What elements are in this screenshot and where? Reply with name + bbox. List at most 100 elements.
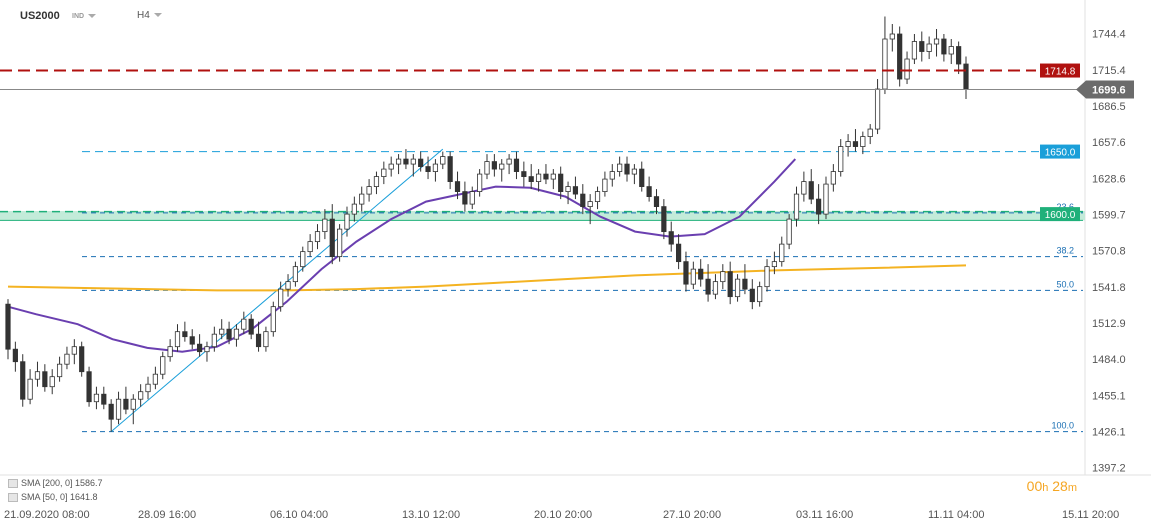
candle-body [174,331,181,348]
fib-level-label: 38.2 [1056,246,1074,256]
y-tick-label: 1455.1 [1092,390,1126,402]
candle-body [189,336,195,345]
candle-body [506,158,512,165]
candle-body [454,181,461,192]
y-tick-label: 1512.9 [1092,318,1126,330]
indicator-sma-200-label: SMA [200, 0] 1586.7 [21,478,103,488]
candle-body [874,88,881,130]
y-tick-label: 1657.6 [1092,137,1126,149]
candle-body [668,231,674,245]
x-tick-label: 06.10 04:00 [270,509,328,521]
candle-body [115,398,122,420]
candle-body [941,38,947,55]
candle-body [889,33,895,40]
x-tick-label: 21.09.2020 08:00 [4,509,90,521]
instrument-type-label: IND [72,13,85,20]
candle-body [56,363,63,378]
indicator-toggle-icon[interactable] [8,479,18,489]
candle-body [388,163,394,170]
candle-body [359,193,365,205]
candle-body [307,241,313,253]
candle-body [152,373,158,385]
candle-body [418,158,424,167]
candle-body [904,58,910,80]
candle-body [469,191,475,205]
candle-body [432,163,439,172]
candle-body [241,318,247,330]
instrument-type-dropdown[interactable]: IND [72,13,97,20]
candle-body [594,191,601,203]
y-tick-label: 1541.8 [1092,282,1126,294]
candle-body [425,166,431,172]
candle-body [793,193,800,220]
candle-body [521,171,527,177]
candle-body [12,348,18,363]
candle-body [587,201,593,208]
candle-body [20,361,26,400]
candle-body [572,186,579,195]
candle-body [535,173,542,182]
candle-body [108,403,114,420]
candle-body [727,271,733,298]
candle-body [948,46,954,55]
candle-body [690,268,696,285]
level-tag-1600: 1600.0 [1045,210,1076,221]
candle-body [322,218,328,233]
candle-body [403,158,409,165]
candle-body [705,278,711,295]
candle-body [123,398,129,410]
candle-body [624,163,630,175]
timeframe-dropdown[interactable]: H4 [137,10,162,21]
candle-body [617,163,623,172]
sma-200-line [7,264,967,292]
candle-body [609,171,615,180]
candle-body [71,346,77,355]
candle-body [27,378,33,400]
candle-body [528,176,534,182]
level-tag-1650: 1650.0 [1045,148,1076,159]
candle-body [248,318,254,335]
candle-body [911,41,918,60]
candle-body [565,186,571,192]
candle-body [219,328,225,335]
indicator-sma-50[interactable]: SMA [50, 0] 1641.8 [8,492,98,503]
candle-countdown-timer: 00h 28m [1026,478,1077,494]
level-tag-1600-bg [1040,207,1080,222]
candle-body [167,346,173,358]
candle-body [764,266,770,288]
indicator-sma-200[interactable]: SMA [200, 0] 1586.7 [8,478,103,489]
candle-body [329,218,335,258]
fib-level-label: 50.0 [1056,279,1074,289]
y-tick-label: 1599.7 [1092,209,1126,221]
candle-body [344,213,350,230]
candle-body [211,333,217,348]
candle-body [447,156,453,182]
current-price-tag: 1699.6 [1092,85,1126,97]
candle-body [160,356,166,375]
candle-body [292,266,299,283]
x-tick-label: 11.11 04:00 [928,509,984,521]
candle-body [926,43,932,52]
indicator-toggle-icon[interactable] [8,493,18,503]
candle-body [34,371,41,380]
symbol-label[interactable]: US2000 [20,10,60,22]
candle-body [101,393,107,405]
candle-body [653,196,660,208]
candle-body [196,343,203,353]
candle-body [683,261,689,285]
candle-body [314,231,321,243]
candle-body [49,376,55,388]
candle-body [145,383,151,393]
candle-body [698,268,704,280]
candle-body [963,63,969,90]
candle-body [808,181,814,200]
candle-body [757,286,763,303]
candle-body [138,391,144,400]
y-tick-label: 1426.1 [1092,427,1126,439]
candle-body [64,353,70,365]
candle-body [712,281,719,295]
candle-body [491,161,497,170]
y-tick-label: 1570.8 [1092,246,1126,258]
sma-50-line [7,158,797,353]
